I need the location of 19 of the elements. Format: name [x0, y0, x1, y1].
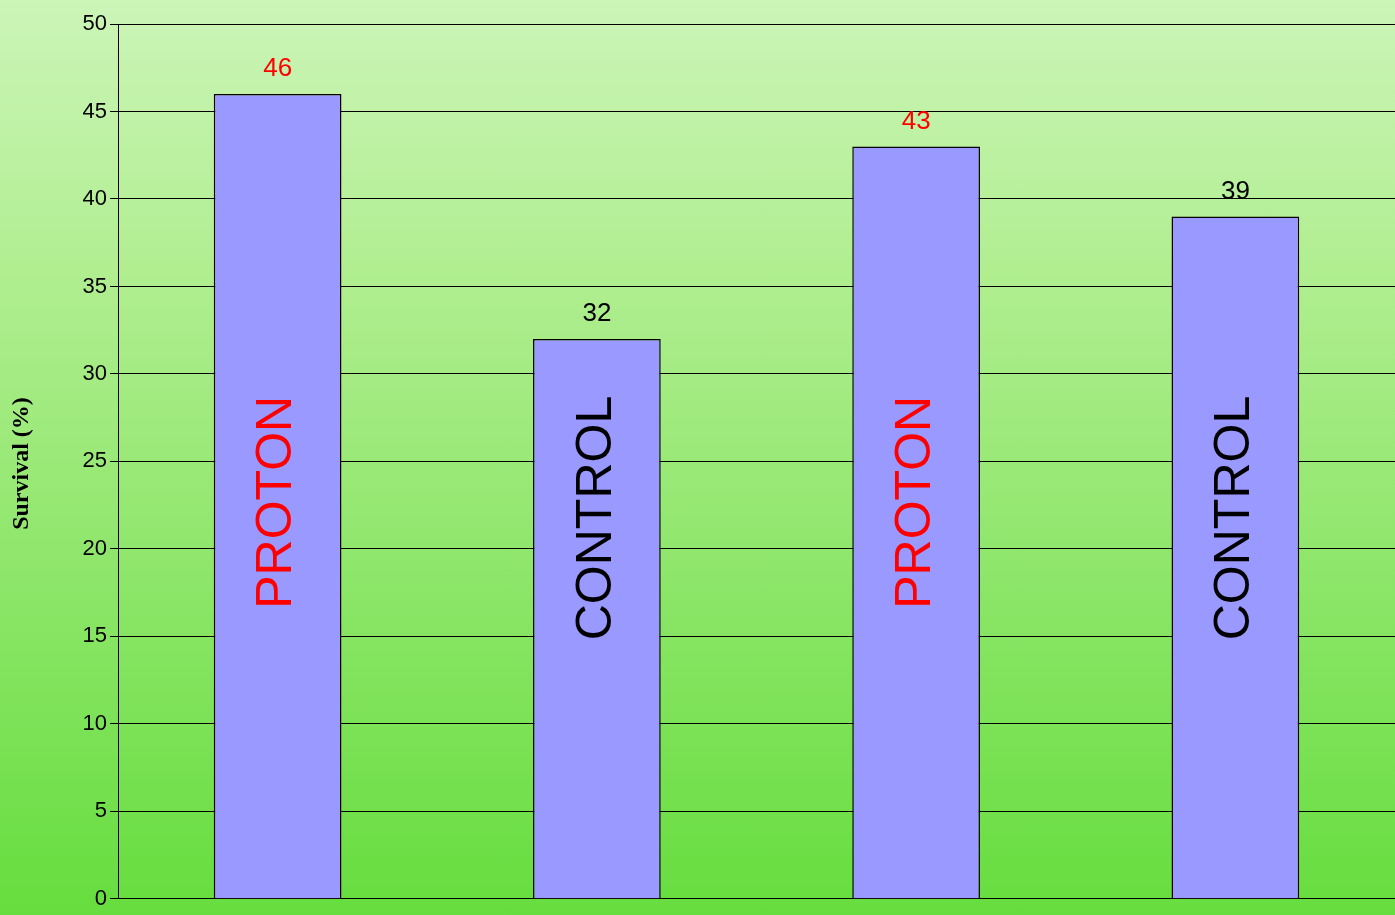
x-tick-label: PROTON — [246, 395, 303, 609]
y-tick-label: 40 — [82, 185, 107, 211]
y-tick-label: 50 — [82, 10, 107, 36]
data-label: 43 — [901, 104, 931, 135]
y-tick-label: 5 — [94, 797, 107, 823]
y-axis-title: Survival (%) — [6, 396, 34, 532]
y-tick-label: 0 — [94, 884, 107, 910]
y-tick-label: 35 — [82, 272, 107, 298]
data-label: 32 — [582, 297, 612, 328]
y-tick-label: 15 — [82, 622, 107, 648]
y-tick-label: 45 — [82, 97, 107, 123]
y-tick-label: 30 — [82, 359, 107, 385]
y-tick-label: 10 — [82, 709, 107, 735]
x-tick-label: CONTROL — [565, 395, 622, 641]
y-tick-label: 25 — [82, 447, 107, 473]
data-label: 46 — [263, 52, 293, 83]
x-tick-label: CONTROL — [1204, 395, 1261, 641]
y-tick-label: 20 — [82, 534, 107, 560]
x-tick-label: PROTON — [884, 395, 941, 609]
